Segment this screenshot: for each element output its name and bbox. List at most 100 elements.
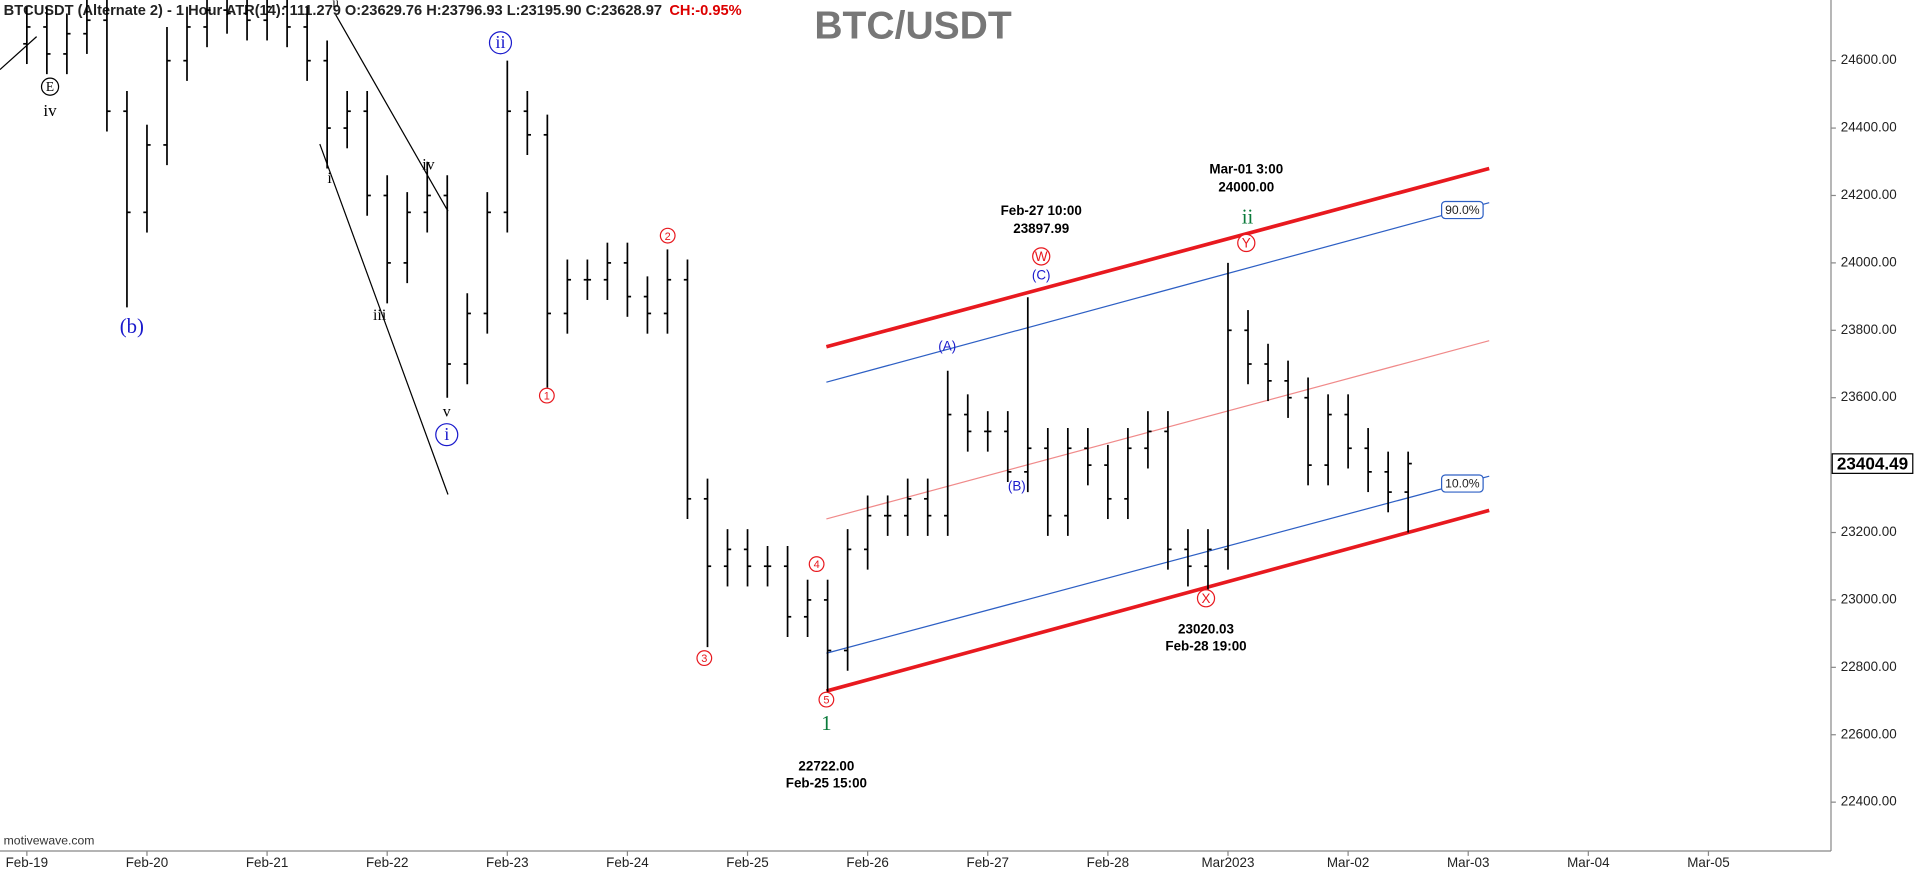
ohlc-bar xyxy=(1224,262,1232,570)
x-tick-label: Feb-27 xyxy=(967,855,1009,870)
ohlc-bar xyxy=(163,26,171,166)
annotation: ii xyxy=(332,0,339,9)
ohlc-bar xyxy=(924,478,932,536)
y-tick-label: 24400.00 xyxy=(1841,120,1897,135)
ohlc-bar xyxy=(904,478,912,536)
annotation: E xyxy=(46,79,54,94)
ohlc-bar xyxy=(1284,360,1292,418)
annotation: v xyxy=(443,403,451,420)
ohlc-bar xyxy=(583,259,592,300)
annotation: 1 xyxy=(821,713,831,735)
y-tick-label: 24600.00 xyxy=(1841,52,1897,67)
y-tick-label: 24200.00 xyxy=(1841,187,1897,202)
ohlc-bar xyxy=(123,91,131,308)
ohlc-bar xyxy=(63,13,71,75)
wave-circle xyxy=(1237,233,1256,253)
annotation: Feb-27 10:00 xyxy=(1001,203,1082,218)
ohlc-bar xyxy=(363,91,371,216)
annotation: 4 xyxy=(814,559,820,571)
annotation: X xyxy=(1202,591,1211,606)
wave-circle xyxy=(696,650,713,667)
x-tick-label: Mar2023 xyxy=(1202,855,1255,870)
ohlc-bar xyxy=(1044,428,1052,536)
ohlc-bar xyxy=(183,6,191,81)
y-tick-label: 23800.00 xyxy=(1841,322,1897,337)
ohlc-bar xyxy=(383,175,391,304)
ohlc-bar xyxy=(1104,444,1112,520)
ohlc-bar xyxy=(23,6,31,65)
x-tick-label: Mar-04 xyxy=(1567,855,1610,870)
wedge-line xyxy=(319,143,449,495)
annotation: iii xyxy=(373,307,387,324)
annotation: 2 xyxy=(665,231,671,243)
ohlc-bar xyxy=(1144,411,1152,469)
ohlc-bar xyxy=(1064,428,1072,536)
wave-circle xyxy=(818,691,835,708)
y-tick-label: 23000.00 xyxy=(1841,591,1897,606)
channel-label: 10.0% xyxy=(1445,476,1480,490)
ohlc-bar xyxy=(1324,394,1332,486)
wave-circle xyxy=(488,31,513,55)
ohlc-bar xyxy=(483,192,491,334)
ohlc-bar xyxy=(643,276,652,334)
channel-upper xyxy=(825,166,1490,349)
annotation: ii xyxy=(495,32,505,52)
ohlc-bar xyxy=(823,579,832,694)
ohlc-bar xyxy=(964,394,972,452)
ohlc-bar xyxy=(223,0,231,34)
ohlc-bar xyxy=(1204,529,1212,594)
ohlc-bar xyxy=(243,0,251,41)
ohlc-bar xyxy=(803,579,812,638)
ohlc-bar xyxy=(283,0,291,48)
chart-title: BTC/USDT xyxy=(814,4,1012,47)
ohlc-bar xyxy=(763,546,772,587)
annotation: (C) xyxy=(1032,267,1051,282)
annotation: ii xyxy=(1242,206,1254,228)
ohlc-bar xyxy=(884,495,892,536)
channel-10 xyxy=(826,475,1490,654)
last-price: 23404.49 xyxy=(1837,454,1908,473)
wave-circle xyxy=(1196,589,1216,608)
annotation: (b) xyxy=(120,316,144,338)
ohlc-bar xyxy=(443,175,451,398)
ohlc-bar xyxy=(143,124,151,233)
x-tick-label: Mar-02 xyxy=(1327,855,1369,870)
annotation: i xyxy=(444,424,449,444)
ohlc-bar xyxy=(263,0,271,41)
annotation: 22722.00 xyxy=(798,758,854,773)
wave-circle xyxy=(435,423,459,447)
y-tick-label: 22600.00 xyxy=(1841,726,1897,741)
ohlc-bar xyxy=(1264,343,1272,402)
channel xyxy=(0,14,1490,693)
wave-circle xyxy=(1032,247,1051,266)
annotation: 24000.00 xyxy=(1218,180,1274,195)
ohlc-bar xyxy=(623,242,632,317)
annotation: 23020.03 xyxy=(1178,622,1234,637)
annotation: (B) xyxy=(1008,479,1026,494)
x-tick-label: Feb-23 xyxy=(486,855,528,870)
x-tick-label: Feb-22 xyxy=(366,855,408,870)
x-tick-label: Feb-20 xyxy=(126,855,168,870)
channel-label-box xyxy=(1440,474,1484,493)
y-tick-label: 24000.00 xyxy=(1841,254,1897,269)
ohlc-bar xyxy=(403,192,411,284)
ohlc-bar xyxy=(543,114,552,388)
ohlc-bar xyxy=(863,495,872,570)
x-tick-label: Feb-26 xyxy=(846,855,888,870)
annotation: i xyxy=(327,170,332,187)
ohlc-bar xyxy=(783,546,792,638)
ohlc-bar xyxy=(1164,411,1172,570)
channel-mid xyxy=(826,340,1490,520)
annotation: (A) xyxy=(938,338,956,353)
wave-circle xyxy=(40,77,60,96)
wave-circle xyxy=(659,227,676,244)
channel-label: 90.0% xyxy=(1445,203,1480,217)
annotation: 3 xyxy=(701,653,707,665)
annotation: Feb-28 19:00 xyxy=(1165,639,1246,654)
annotation: 5 xyxy=(823,695,829,707)
annotation: 23897.99 xyxy=(1013,221,1069,236)
last-price-box xyxy=(1831,453,1914,474)
ohlc-bar xyxy=(1404,451,1412,533)
ohlc-bar xyxy=(1344,394,1352,469)
